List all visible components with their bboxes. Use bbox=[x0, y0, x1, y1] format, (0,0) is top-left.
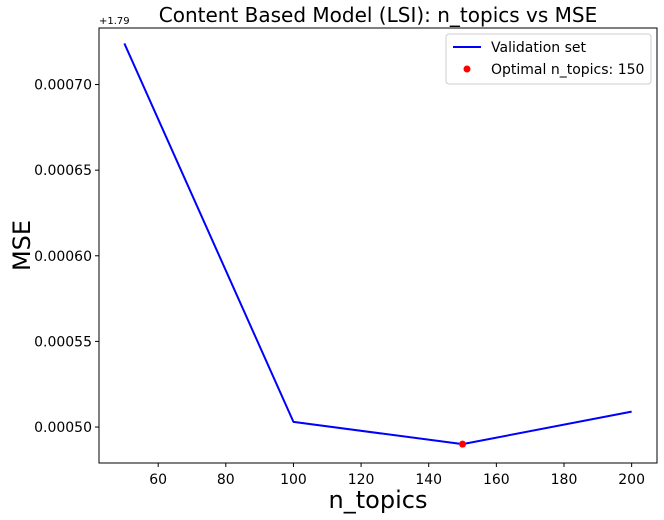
y-tick-label: 0.00070 bbox=[34, 78, 92, 94]
legend: Validation set Optimal n_topics: 150 bbox=[445, 33, 652, 85]
x-tick-label: 180 bbox=[551, 472, 578, 488]
series-line-validation bbox=[123, 43, 632, 446]
series-layer bbox=[123, 43, 632, 448]
x-tick-label: 140 bbox=[415, 472, 442, 488]
legend-box bbox=[445, 33, 652, 85]
legend-series-label: Validation set bbox=[491, 40, 586, 56]
y-tick-label: 0.00065 bbox=[34, 163, 92, 179]
x-tick-label: 200 bbox=[618, 472, 645, 488]
x-tick-label: 80 bbox=[217, 472, 235, 488]
y-tick-label: 0.00060 bbox=[34, 249, 92, 265]
x-tick-label: 120 bbox=[348, 472, 375, 488]
x-tick-label: 160 bbox=[483, 472, 510, 488]
x-tick-label: 60 bbox=[149, 472, 167, 488]
legend-point-label: Optimal n_topics: 150 bbox=[491, 62, 644, 78]
legend-point-swatch bbox=[463, 65, 471, 73]
optimal-point bbox=[459, 440, 467, 448]
chart-title: Content Based Model (LSI): n_topics vs M… bbox=[159, 3, 597, 27]
y-tick-label: 0.00050 bbox=[34, 420, 92, 436]
y-tick-label: 0.00055 bbox=[34, 334, 92, 350]
y-axis-label: MSE bbox=[8, 220, 36, 271]
y-axis-offset-label: +1.79 bbox=[99, 16, 130, 27]
y-axis-ticks: 0.00050 0.00055 0.00060 0.00065 0.00070 bbox=[34, 78, 99, 436]
plot-frame bbox=[98, 27, 658, 464]
x-axis-ticks: 60 80 100 120 140 160 180 200 bbox=[149, 463, 645, 488]
x-axis-label: n_topics bbox=[329, 486, 428, 514]
x-tick-label: 100 bbox=[280, 472, 307, 488]
